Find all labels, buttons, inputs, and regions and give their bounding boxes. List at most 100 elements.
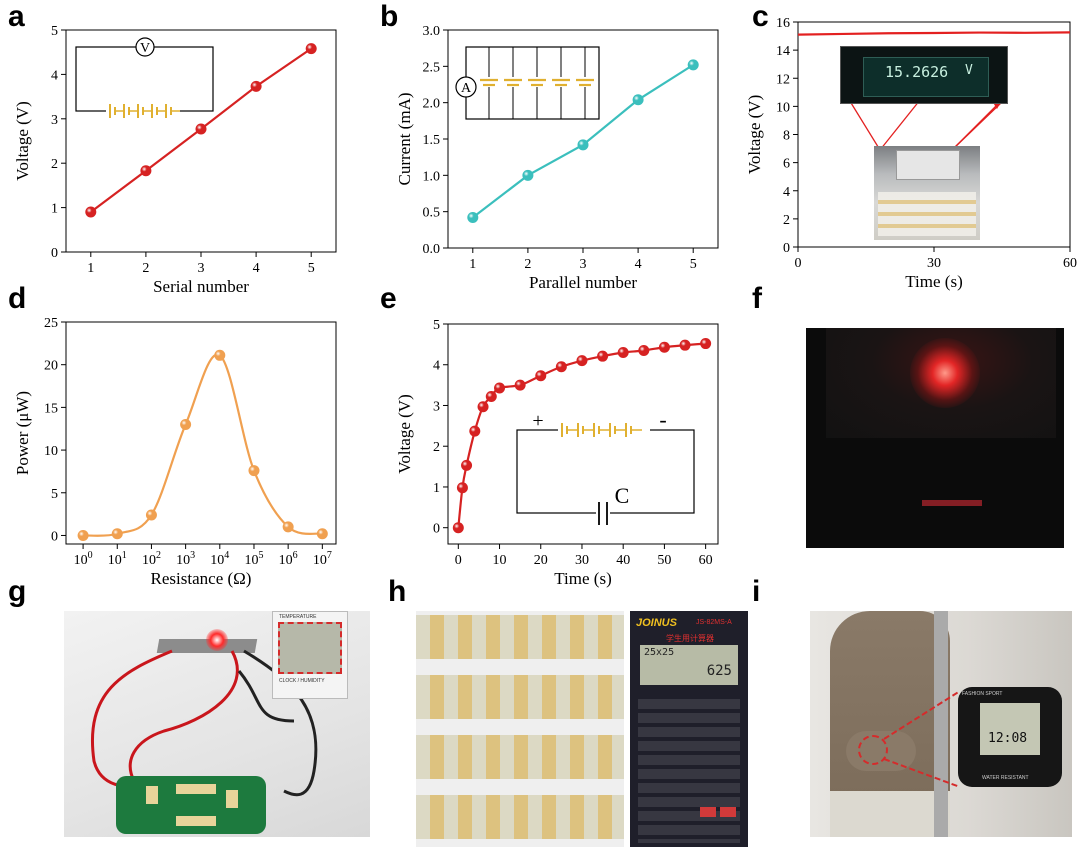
photo-g-circuit: TEMPERATURE CLOCK / HUMIDITY <box>64 611 370 837</box>
y-tick-label: 0.0 <box>423 242 441 257</box>
calc-brand: JOINUS <box>636 617 677 629</box>
x-tick-label: 1 <box>87 261 94 276</box>
x-tick-label: 100 <box>74 550 93 568</box>
data-point <box>316 528 328 540</box>
calc-model: JS-82MS-A <box>696 619 732 626</box>
panel-letter-c: c <box>752 0 769 33</box>
x-tick-label: 2 <box>524 257 531 272</box>
battery-bg <box>552 77 570 87</box>
x-tick-label: 5 <box>690 257 697 272</box>
chart-a-serial-voltage: 0 1 2 3 4 5 1 2 3 4 5 Serial number Voltage (V) V <box>13 24 337 296</box>
y-tick-label: 15 <box>44 401 58 416</box>
data-point <box>658 341 670 353</box>
data-point <box>140 165 152 177</box>
data-point <box>632 94 644 106</box>
y-tick-label: 3 <box>433 399 440 414</box>
x-tick-label: 30 <box>575 553 589 568</box>
photo-i-wrist-watch: FASHION SPORT 12:08 WATER RESISTANT <box>810 611 1072 837</box>
data-point <box>535 370 547 382</box>
device-glow <box>922 500 982 506</box>
chart-d-power-resistance: 0 5 10 15 20 25 100 101 102 103 104 105 106 107 Resist… <box>13 316 337 588</box>
data-point <box>577 139 589 151</box>
x-tick-label: 106 <box>279 550 298 568</box>
data-point <box>477 401 489 413</box>
y-tick-label: 1.5 <box>423 133 441 148</box>
watch-lcd <box>980 703 1040 755</box>
y-axis-label: Voltage (V) <box>745 95 764 174</box>
y-tick-label: 0 <box>51 246 58 261</box>
data-point <box>214 349 226 361</box>
y-tick-label: 2 <box>783 213 790 228</box>
x-tick-label: 3 <box>198 261 205 276</box>
pants <box>830 791 950 837</box>
data-point <box>305 43 317 55</box>
ammeter-symbol <box>455 76 477 98</box>
panel-letter-d: d <box>8 282 27 315</box>
x-tick-label: 107 <box>313 550 332 568</box>
y-tick-label: 4 <box>433 359 440 374</box>
y-tick-label: 3 <box>51 113 58 128</box>
calc-keypad <box>638 695 740 843</box>
y-tick-label: 0 <box>51 529 58 544</box>
led-light <box>206 629 228 651</box>
x-tick-label: 4 <box>635 257 642 272</box>
capacitor-bg <box>596 502 610 524</box>
calc-cn-label: 学生用计算器 <box>666 634 714 643</box>
y-tick-label: 2.0 <box>423 97 441 112</box>
data-point <box>494 382 506 394</box>
x-tick-label: 60 <box>1063 256 1077 271</box>
calc-screen: 25x25 625 <box>640 645 738 685</box>
zoom-arrows-i <box>883 690 961 788</box>
photo-multimeter-inset: 15.2626 V <box>840 46 1008 104</box>
battery-bg <box>480 77 498 87</box>
ammeter-label: A <box>461 81 472 96</box>
data-point <box>638 344 650 356</box>
x-axis-label: Resistance (Ω) <box>151 569 252 588</box>
data-point <box>467 211 479 223</box>
y-axis-label: Current (mA) <box>395 92 414 185</box>
data-point <box>250 80 262 92</box>
x-tick-label: 105 <box>244 550 263 568</box>
y-axis-label: Voltage (V) <box>395 394 414 473</box>
data-point <box>456 482 468 494</box>
x-tick-label: 5 <box>308 261 315 276</box>
y-tick-label: 20 <box>44 359 58 374</box>
y-tick-label: 5 <box>51 24 58 39</box>
data-point <box>180 418 192 430</box>
data-point <box>282 521 294 533</box>
minus-sign: - <box>659 407 666 432</box>
y-tick-label: 2.5 <box>423 60 441 75</box>
panel-letter-h: h <box>388 575 407 608</box>
x-tick-label: 2 <box>142 261 149 276</box>
y-tick-label: 6 <box>783 157 790 172</box>
multimeter-display <box>863 57 989 97</box>
panel-letter-e: e <box>380 282 397 315</box>
photo-h-device-array <box>416 611 624 847</box>
data-point <box>522 169 534 181</box>
data-point <box>248 465 260 477</box>
voltmeter-symbol <box>135 37 155 57</box>
y-tick-label: 0.5 <box>423 206 441 221</box>
data-point <box>85 206 97 218</box>
data-point <box>576 355 588 367</box>
y-tick-label: 14 <box>776 44 790 59</box>
y-tick-label: 2 <box>51 157 58 172</box>
x-tick-label: 10 <box>493 553 507 568</box>
series-line <box>83 353 323 537</box>
x-tick-label: 1 <box>469 257 476 272</box>
y-tick-label: 8 <box>783 129 790 144</box>
x-tick-label: 3 <box>580 257 587 272</box>
y-tick-label: 4 <box>783 185 790 200</box>
panel-letter-b: b <box>380 0 399 33</box>
device-strip-1 <box>416 615 624 659</box>
x-tick-label: 103 <box>176 550 195 568</box>
y-tick-label: 3.0 <box>423 24 441 39</box>
voltmeter-label: V <box>140 41 150 56</box>
callout-arrow <box>951 101 1001 151</box>
y-tick-label: 0 <box>783 241 790 256</box>
watch-highlight <box>858 735 888 765</box>
data-point <box>469 425 481 437</box>
data-point <box>700 338 712 350</box>
y-tick-label: 0 <box>433 522 440 537</box>
data-point <box>452 522 464 534</box>
